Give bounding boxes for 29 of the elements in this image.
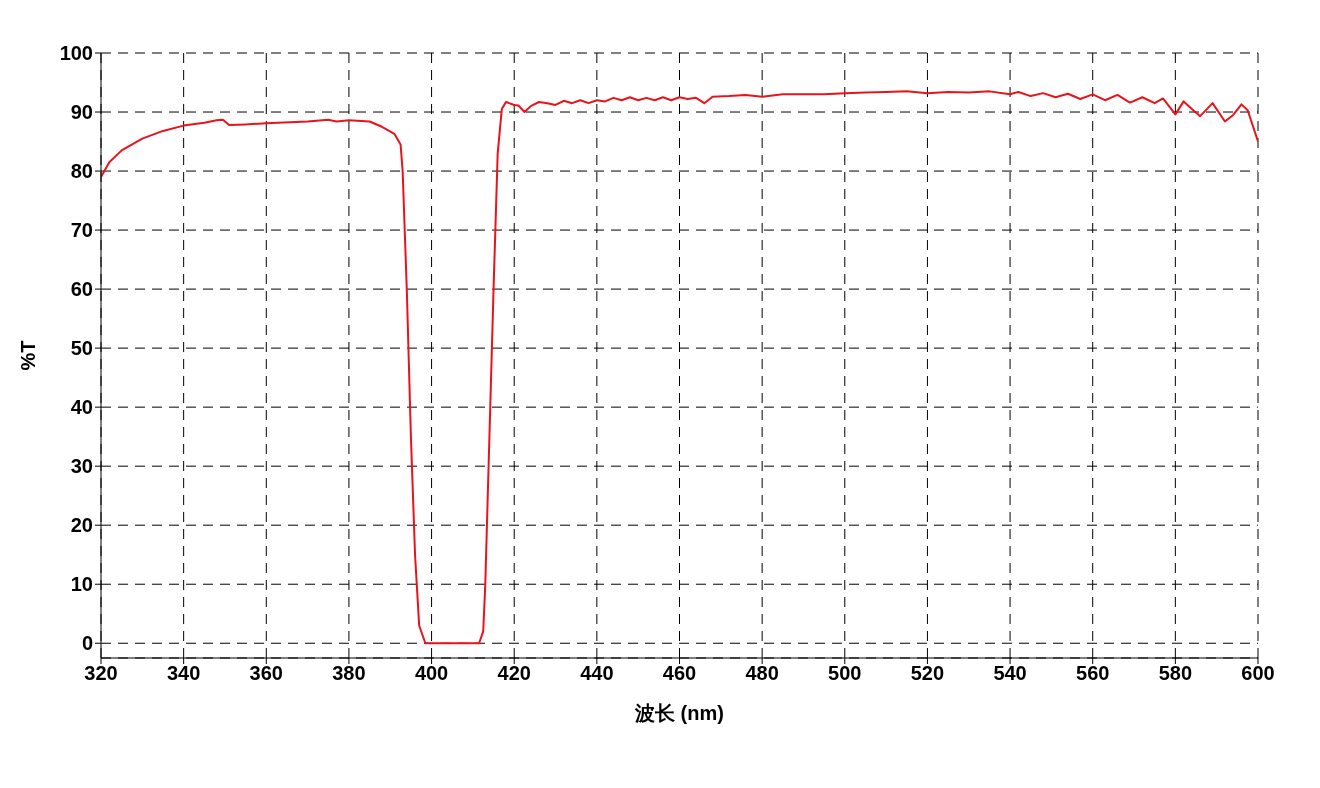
- x-tick-label: 320: [84, 662, 118, 685]
- x-tick-label: 420: [497, 662, 531, 685]
- x-tick-label: 560: [1076, 662, 1110, 685]
- y-tick-label: 90: [70, 101, 93, 124]
- y-tick-label: 50: [70, 337, 93, 360]
- line-series: [101, 90, 1258, 645]
- y-tick-label: 10: [70, 573, 93, 596]
- y-axis-title: %T: [17, 340, 40, 371]
- y-tick-label: 80: [70, 160, 93, 183]
- x-tick-label: 460: [662, 662, 697, 685]
- x-tick-label: 380: [332, 662, 366, 685]
- y-tick-label: 0: [81, 632, 93, 655]
- x-tick-label: 540: [993, 662, 1027, 685]
- y-tick-label: 100: [59, 42, 93, 65]
- y-tick-label: 40: [70, 396, 93, 419]
- y-tick-label: 70: [70, 219, 93, 242]
- x-tick-label: 340: [166, 662, 201, 685]
- y-tick-label: 30: [70, 455, 93, 478]
- x-tick-label: 520: [910, 662, 945, 685]
- x-tick-label: 440: [580, 662, 614, 685]
- x-tick-label: 600: [1241, 662, 1275, 685]
- x-axis-title: 波长 (nm): [634, 702, 724, 724]
- x-tick-label: 500: [828, 662, 862, 685]
- x-tick-label: 580: [1158, 662, 1193, 685]
- y-tick-label: 60: [70, 278, 93, 301]
- x-tick-label: 360: [249, 662, 283, 685]
- y-tick-label: 20: [70, 514, 93, 537]
- x-tick-label: 400: [414, 662, 449, 685]
- x-tick-label: 480: [745, 662, 779, 685]
